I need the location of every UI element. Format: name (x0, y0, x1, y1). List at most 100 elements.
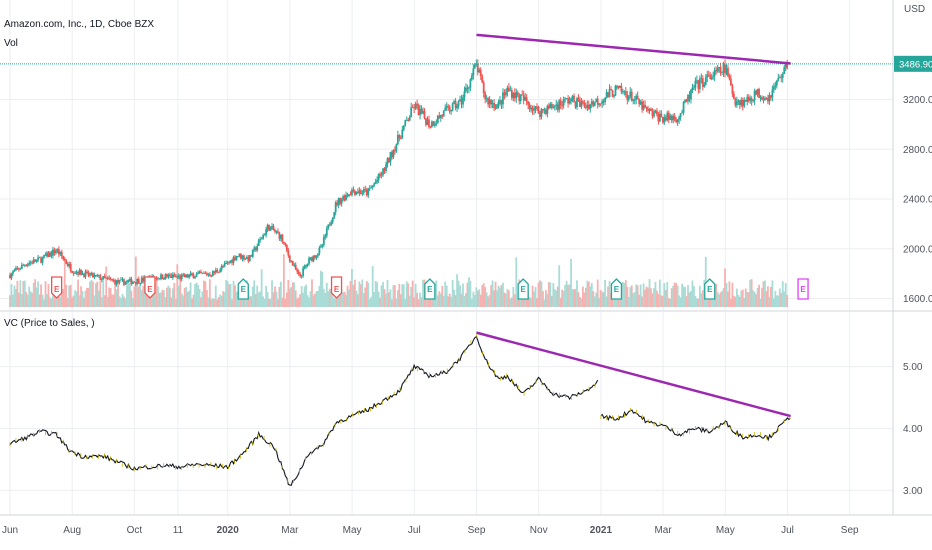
volume-bar (610, 292, 612, 307)
candle-body (131, 281, 134, 285)
volume-bar (391, 299, 393, 307)
candle-body (762, 99, 765, 101)
candle-body (171, 274, 174, 278)
volume-bar (749, 279, 752, 307)
volume-bar (182, 295, 185, 307)
volume-bar (49, 297, 51, 307)
volume-bar (484, 287, 487, 307)
candle-body (451, 103, 454, 111)
volume-bar (205, 290, 208, 307)
volume-bar (200, 297, 202, 307)
candle-body (502, 92, 504, 105)
volume-bar (317, 290, 319, 307)
candle-body (669, 115, 672, 120)
volume-bar (52, 283, 54, 307)
price-pane[interactable]: E E E E E E E E E Amazon.com, Inc., 1D, Cboe BZX… (0, 0, 893, 311)
candle-body (462, 97, 464, 105)
volume-bar (348, 289, 350, 307)
candle-body (701, 78, 704, 87)
volume-bar (389, 289, 392, 307)
volume-bar (459, 285, 461, 307)
price-tick-label: 2000.00 (903, 244, 932, 255)
candle-body (599, 103, 602, 105)
candle-body (123, 279, 125, 285)
candle-body (693, 87, 695, 89)
price-to-sales-pane[interactable]: VC (Price to Sales, ) (0, 311, 893, 515)
candle-body (44, 254, 47, 256)
volume-bar (630, 285, 633, 307)
volume-bar (713, 297, 716, 307)
candle-body (272, 226, 275, 231)
volume-bar (672, 285, 675, 307)
volume-bar (395, 298, 398, 307)
candle-body (768, 95, 771, 102)
volume-bar (507, 290, 510, 307)
ps-axis[interactable]: 5.00 4.00 3.00 (903, 362, 923, 497)
volume-bar (596, 279, 599, 307)
volume-bar (419, 292, 421, 307)
volume-bar (68, 285, 71, 307)
candle-body (413, 107, 416, 109)
candle-body (157, 278, 159, 280)
candle-body (226, 262, 229, 264)
volume-bar (370, 296, 373, 307)
volume-bar (343, 291, 346, 307)
candle-body (106, 277, 109, 279)
volume-bar (103, 295, 106, 307)
volume-bar (331, 285, 334, 307)
volume-bar (661, 295, 664, 307)
candle-body (168, 274, 171, 276)
candle-body (56, 249, 59, 252)
price-trendline[interactable] (476, 33, 791, 65)
volume-bar (633, 292, 636, 307)
candle-body (568, 100, 571, 104)
volume-bar (60, 289, 63, 307)
volume-bar (559, 297, 562, 307)
candle-body (231, 260, 233, 263)
candle-body (115, 280, 118, 285)
candle-body (108, 277, 111, 279)
candle-body (666, 112, 669, 121)
candle-body (240, 253, 242, 259)
volume-bar (274, 286, 276, 307)
volume-bar (66, 298, 69, 307)
candle-body (675, 119, 678, 123)
chart-title: Amazon.com, Inc., 1D, Cboe BZX (4, 19, 154, 30)
candle-body (382, 168, 384, 175)
volume-bar (93, 295, 96, 307)
price-axis[interactable]: 3200.00 2800.00 2400.00 2000.00 1600.00 (903, 95, 932, 305)
candle-body (374, 181, 377, 184)
ps-tick-label: 3.00 (903, 486, 923, 497)
volume-bar (259, 291, 262, 307)
volume-bar (231, 299, 233, 307)
candle-body (598, 103, 601, 105)
volume-bar (570, 258, 572, 307)
volume-bar (171, 288, 174, 307)
volume-bar (688, 292, 691, 307)
volume-bar (525, 296, 528, 307)
volume-bar (469, 280, 472, 307)
volume-bar (118, 296, 121, 307)
ps-trendline[interactable] (476, 331, 791, 418)
ps-tick-label: 5.00 (903, 362, 923, 373)
volume-bar (374, 280, 377, 307)
candle-body (238, 253, 241, 257)
volume-bar (167, 285, 170, 307)
volume-bar (9, 295, 11, 307)
volume-bar (482, 283, 485, 307)
volume-bar (217, 297, 220, 307)
volume-bar (684, 286, 686, 307)
earnings-marker: E (704, 278, 716, 300)
candle-body (163, 278, 165, 280)
volume-bar (43, 299, 45, 307)
volume-bar (111, 294, 114, 307)
candle-body (439, 115, 442, 118)
volume-bar (69, 284, 72, 307)
time-axis[interactable]: Jun Aug Oct 11 2020 Mar May Jul Sep Nov 2021 Mar May… (2, 525, 859, 536)
candle-body (478, 69, 481, 73)
candle-body (59, 251, 62, 255)
volume-bar (641, 296, 644, 307)
candle-body (473, 64, 476, 69)
volume-bar (728, 281, 731, 307)
volume-bar (371, 266, 374, 307)
